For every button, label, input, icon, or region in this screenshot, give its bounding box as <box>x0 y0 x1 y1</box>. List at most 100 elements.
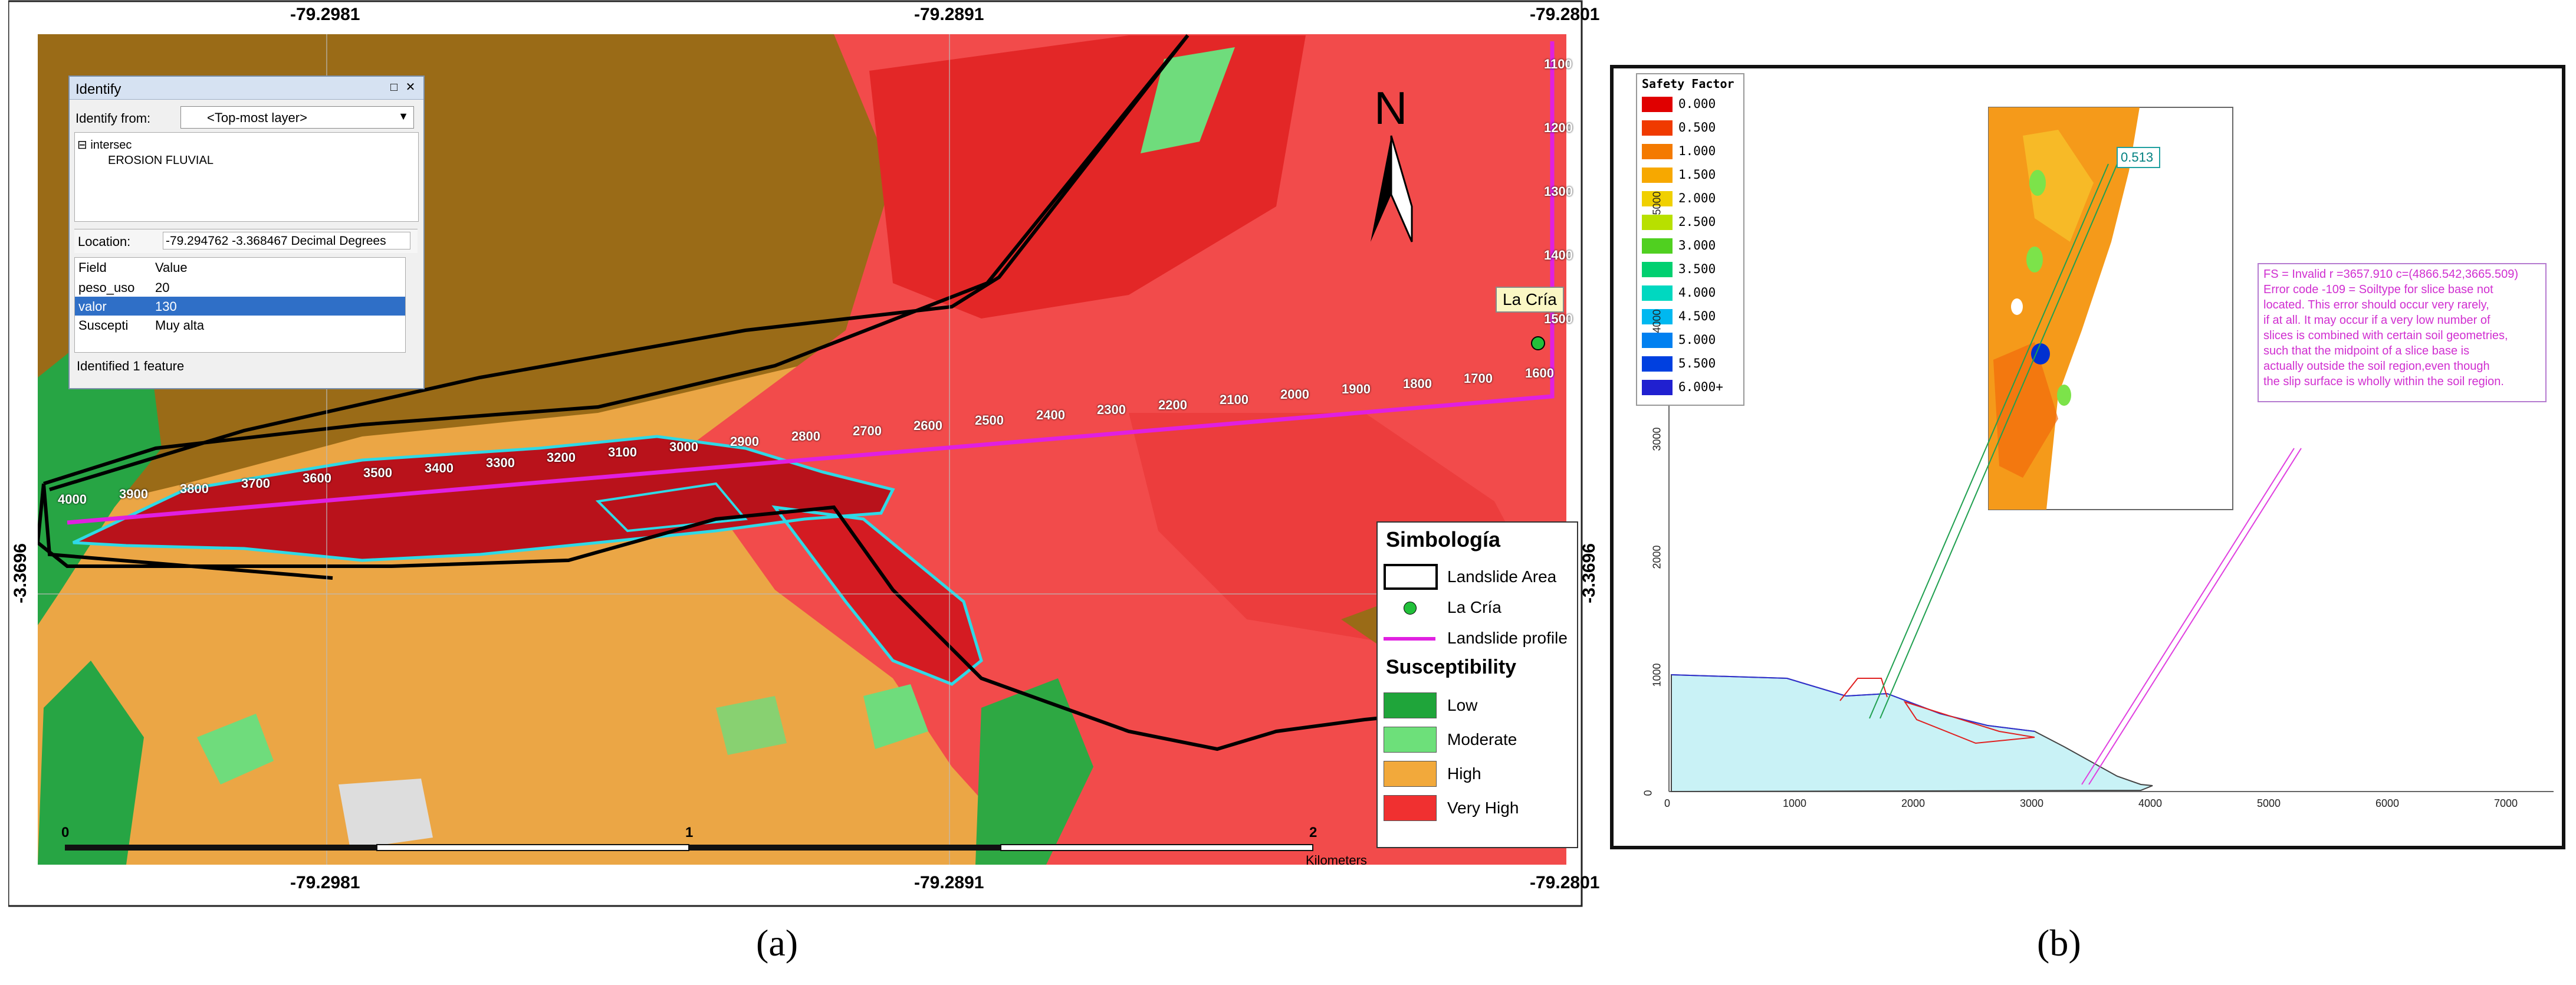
table-row-selected[interactable]: valor 130 <box>75 297 405 316</box>
location-row: Location: -79.294762 -3.368467 Decimal D… <box>74 229 418 253</box>
error-line: if at all. It may occur if a very low nu… <box>2263 314 2490 327</box>
sf-scale-row: 0.500 <box>1642 119 1741 136</box>
y-tick-label: 2000 <box>1651 545 1663 569</box>
profile-distance-label: 2100 <box>1220 392 1248 407</box>
profile-distance-label: 3200 <box>547 450 576 465</box>
profile-distance-label: 3500 <box>363 465 392 480</box>
north-label: N <box>1374 82 1408 134</box>
legend-item-landslide-profile: Landslide profile <box>1384 623 1572 652</box>
close-icon[interactable]: ✕ <box>405 81 416 94</box>
sf-value: 4.500 <box>1678 309 1716 323</box>
profile-distance-label: 2200 <box>1158 398 1187 412</box>
scalebar-tick-0: 0 <box>61 825 70 840</box>
high-swatch <box>1384 761 1437 787</box>
profile-distance-label: 3900 <box>119 487 148 501</box>
error-line: slices is combined with certain soil geo… <box>2263 329 2508 342</box>
sf-color-swatch <box>1642 168 1673 183</box>
legend-label: High <box>1447 764 1481 783</box>
sf-value: 5.000 <box>1678 333 1716 347</box>
y-tick-label: 5000 <box>1651 191 1663 215</box>
panel-b-label: (b) <box>2037 922 2081 964</box>
chevron-down-icon[interactable]: ▼ <box>398 110 409 122</box>
sf-color-swatch <box>1642 380 1673 395</box>
scalebar-tick-2: 2 <box>1309 825 1317 840</box>
coord-bottom-1: -79.2981 <box>290 873 360 892</box>
sf-value: 3.000 <box>1678 238 1716 252</box>
profile-distance-label: 2000 <box>1280 387 1309 402</box>
sf-scale-row: 5.500 <box>1642 355 1741 372</box>
sf-scale-row: 6.000+ <box>1642 379 1741 396</box>
y-tick-label: 1000 <box>1651 663 1663 687</box>
very-high-swatch <box>1384 795 1437 821</box>
sf-scale-row: 5.000 <box>1642 331 1741 349</box>
la-cria-point <box>1531 336 1545 350</box>
x-tick-label: 5000 <box>2257 797 2281 809</box>
profile-distance-label: 2900 <box>730 434 759 449</box>
sf-title: Safety Factor <box>1642 77 1734 91</box>
error-annotation: FS = Invalid r =3657.910 c=(4866.542,366… <box>2258 263 2547 402</box>
panel-a-label: (a) <box>756 922 799 964</box>
profile-distance-label: 2400 <box>1036 408 1065 422</box>
legend-label: Landslide profile <box>1447 629 1568 647</box>
error-line: FS = Invalid r =3657.910 c=(4866.542,366… <box>2263 268 2518 281</box>
sf-value: 0.000 <box>1678 97 1716 111</box>
column-field: Field <box>78 260 107 275</box>
x-tick-label: 6000 <box>2375 797 2400 809</box>
identify-tree[interactable]: ⊟ intersec EROSION FLUVIAL <box>74 132 419 222</box>
susceptibility-map[interactable] <box>8 0 1583 908</box>
profile-distance-label: 2600 <box>914 418 942 433</box>
profile-vertical-label: 1500 <box>1544 311 1573 326</box>
coord-bottom-3: -79.2801 <box>1530 873 1600 892</box>
legend-item-landslide-area: Landslide Area <box>1384 562 1572 591</box>
tree-child[interactable]: EROSION FLUVIAL <box>108 154 213 167</box>
legend-label: La Cría <box>1447 598 1501 616</box>
row-field: valor <box>78 299 107 314</box>
table-row[interactable]: peso_uso 20 <box>75 278 405 297</box>
y-tick-label: 4000 <box>1651 309 1663 333</box>
profile-distance-label: 3700 <box>241 476 270 491</box>
error-line: located. This error should occur very ra… <box>2263 298 2489 311</box>
sf-value: 1.000 <box>1678 144 1716 158</box>
sf-scale-row: 1.000 <box>1642 143 1741 160</box>
pin-icon[interactable]: □ <box>390 81 398 94</box>
sf-color-swatch <box>1642 215 1673 230</box>
location-value[interactable]: -79.294762 -3.368467 Decimal Degrees <box>163 232 410 249</box>
profile-distance-label: 4000 <box>58 492 87 507</box>
north-arrow-icon <box>1371 135 1413 242</box>
profile-distance-label: 3400 <box>425 461 454 475</box>
tree-root[interactable]: ⊟ intersec <box>77 137 132 152</box>
sf-scale-row: 4.500 <box>1642 308 1741 325</box>
moderate-swatch <box>1384 727 1437 753</box>
legend-subtitle: Susceptibility <box>1386 656 1517 678</box>
sf-scale-row: 2.500 <box>1642 214 1741 231</box>
error-line: such that the midpoint of a slice base i… <box>2263 344 2470 357</box>
table-row[interactable]: Suscepti Muy alta <box>75 316 405 334</box>
profile-distance-label: 2300 <box>1097 402 1126 417</box>
sf-scale-row: 4.000 <box>1642 284 1741 301</box>
legend-title: Simbología <box>1386 527 1501 551</box>
sf-color-swatch <box>1642 356 1673 372</box>
identify-from-select[interactable]: <Top-most layer> ▼ <box>180 106 414 129</box>
coord-bottom-2: -79.2891 <box>914 873 984 892</box>
x-tick-label: 1000 <box>1783 797 1807 809</box>
attribute-grid[interactable]: Field Value peso_uso 20 valor 130 Suscep… <box>74 257 406 353</box>
identify-window[interactable]: Identify □ ✕ Identify from: <Top-most la… <box>68 75 425 389</box>
sf-scale-row: 2.000 <box>1642 190 1741 207</box>
profile-distance-label: 3300 <box>486 455 515 470</box>
sf-color-swatch <box>1642 309 1673 324</box>
profile-distance-label: 3600 <box>303 471 331 485</box>
sf-color-swatch <box>1642 285 1673 301</box>
tree-root-label: intersec <box>90 139 132 152</box>
row-value: Muy alta <box>155 318 205 333</box>
identify-from-value: <Top-most layer> <box>207 110 307 125</box>
x-tick-label: 3000 <box>2020 797 2044 809</box>
legend-item-low: Low <box>1384 690 1572 720</box>
min-fs-label: 0.513 <box>2121 150 2154 165</box>
profile-distance-label: 2500 <box>975 413 1004 428</box>
identify-titlebar[interactable]: Identify □ ✕ <box>70 77 423 100</box>
x-tick-label: 2000 <box>1901 797 1926 809</box>
profile-vertical-label: 1300 <box>1544 184 1573 199</box>
identify-status: Identified 1 feature <box>77 359 185 373</box>
slope-stability-plot[interactable] <box>1610 65 2565 849</box>
collapse-icon[interactable]: ⊟ <box>77 139 87 152</box>
